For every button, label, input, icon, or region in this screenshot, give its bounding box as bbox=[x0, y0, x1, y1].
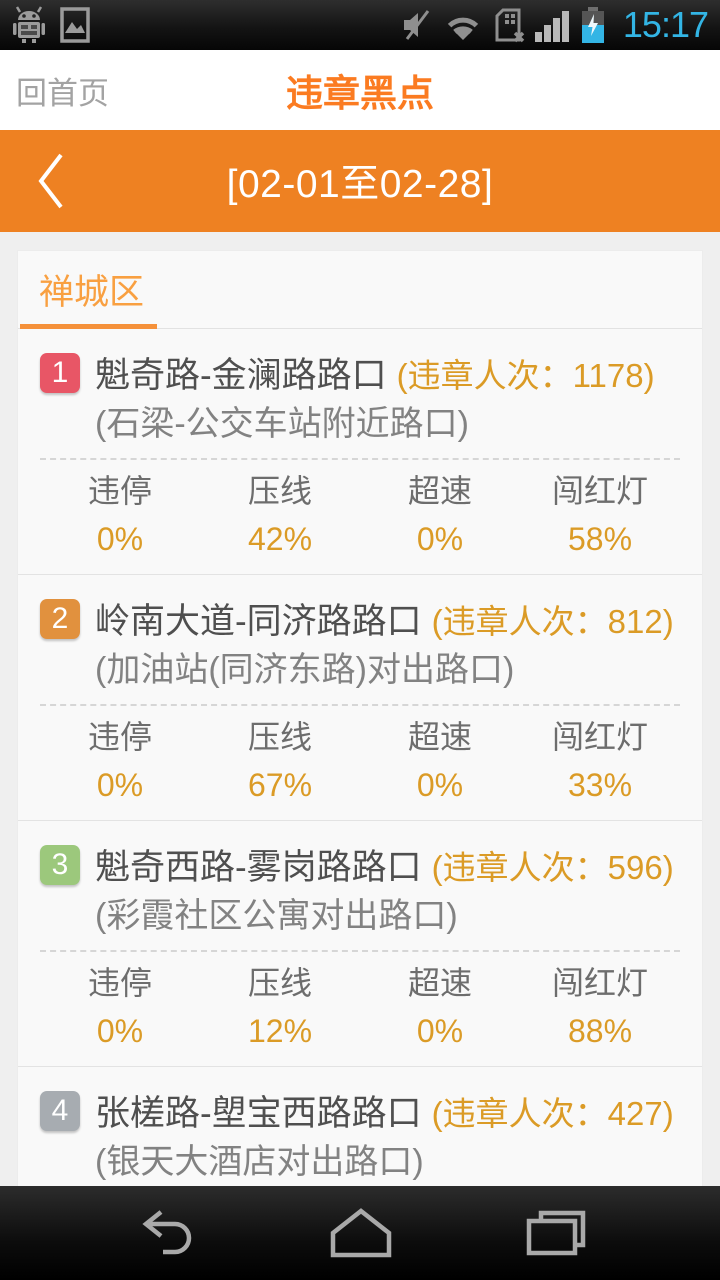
sim-missing-icon bbox=[493, 7, 525, 43]
violation-count: (违章人次：1178) bbox=[396, 356, 655, 394]
android-debug-icon bbox=[12, 6, 46, 44]
rank-badge: 4 bbox=[40, 1090, 80, 1131]
stat-header-row: 违停 压线 超速 闯红灯 bbox=[40, 460, 680, 510]
stat-value: 0% bbox=[416, 767, 464, 803]
dashed-divider bbox=[40, 458, 680, 460]
system-nav-bar bbox=[0, 1186, 720, 1280]
app-header: 回首页 违章黑点 bbox=[0, 50, 720, 130]
recents-icon bbox=[526, 1210, 586, 1256]
back-nav-button[interactable] bbox=[133, 1207, 197, 1259]
clock: 15:17 bbox=[622, 4, 709, 45]
stat-header: 违停 bbox=[87, 965, 152, 1001]
stat-header-row: 违停 压线 超速 闯红灯 bbox=[40, 706, 680, 756]
intersection-name: 魁奇西路-雾岗路路口 bbox=[95, 848, 422, 887]
stat-header: 违停 bbox=[87, 719, 152, 755]
stat-value: 0% bbox=[96, 521, 144, 557]
back-icon bbox=[142, 1210, 192, 1255]
stat-value: 12% bbox=[247, 1013, 313, 1049]
stat-value: 0% bbox=[96, 767, 144, 803]
stat-value: 58% bbox=[567, 521, 633, 557]
violation-item[interactable]: 2 岭南大道-同济路路口 (违章人次：812) (加油站(同济东路)对出路口) … bbox=[18, 575, 702, 821]
stat-value: 33% bbox=[567, 767, 633, 803]
wifi-icon bbox=[443, 9, 483, 41]
stat-header: 超速 bbox=[407, 473, 472, 509]
location-detail: (加油站(同济东路)对出路口) bbox=[95, 651, 515, 689]
violation-item[interactable]: 1 魁奇路-金澜路路口 (违章人次：1178) (石梁-公交车站附近路口) 违停… bbox=[18, 329, 702, 575]
location-detail: (银天大酒店对出路口) bbox=[95, 1143, 424, 1181]
location-detail: (彩霞社区公寓对出路口) bbox=[95, 897, 458, 935]
stat-header: 压线 bbox=[247, 719, 312, 755]
page-title: 违章黑点 bbox=[286, 73, 434, 114]
violation-count: (违章人次：812) bbox=[431, 602, 674, 640]
violation-count: (违章人次：427) bbox=[431, 1094, 674, 1132]
violation-item[interactable]: 3 魁奇西路-雾岗路路口 (违章人次：596) (彩霞社区公寓对出路口) 违停 … bbox=[18, 821, 702, 1067]
content-area: 禅城区 1 魁奇路-金澜路路口 (违章人次：1178) (石梁-公交车站附近路口… bbox=[0, 250, 720, 1275]
rank-badge: 1 bbox=[40, 352, 80, 393]
stat-value: 67% bbox=[247, 767, 313, 803]
stat-value: 0% bbox=[96, 1013, 144, 1049]
stat-value-row: 0% 67% 0% 33% bbox=[40, 756, 680, 820]
location-detail: (石梁-公交车站附近路口) bbox=[95, 405, 469, 443]
stat-value-row: 0% 12% 0% 88% bbox=[40, 1002, 680, 1066]
stat-header: 闯红灯 bbox=[551, 965, 648, 1001]
district-card: 禅城区 1 魁奇路-金澜路路口 (违章人次：1178) (石梁-公交车站附近路口… bbox=[17, 250, 703, 1275]
tab-bar: 禅城区 bbox=[18, 251, 702, 329]
intersection-name: 岭南大道-同济路路口 bbox=[95, 602, 422, 641]
battery-charging-icon bbox=[581, 6, 605, 44]
dashed-divider bbox=[40, 950, 680, 952]
stat-value: 42% bbox=[247, 521, 313, 557]
stat-header: 压线 bbox=[247, 473, 312, 509]
rank-badge: 3 bbox=[40, 844, 80, 885]
stat-header: 闯红灯 bbox=[551, 719, 648, 755]
tab-chancheng[interactable]: 禅城区 bbox=[39, 273, 145, 312]
stat-header: 超速 bbox=[407, 719, 472, 755]
dashed-divider bbox=[40, 704, 680, 706]
home-nav-button[interactable] bbox=[329, 1207, 393, 1259]
screenshot-icon bbox=[60, 7, 90, 43]
violation-count: (违章人次：596) bbox=[431, 848, 674, 886]
stat-header: 压线 bbox=[247, 965, 312, 1001]
stat-header: 违停 bbox=[87, 473, 152, 509]
signal-icon bbox=[534, 8, 571, 42]
status-bar: 15:17 bbox=[0, 0, 720, 50]
chevron-left-icon bbox=[38, 153, 63, 209]
tab-active-underline bbox=[20, 324, 157, 329]
intersection-name: 魁奇路-金澜路路口 bbox=[95, 356, 387, 395]
intersection-name: 张槎路-塱宝西路路口 bbox=[95, 1094, 422, 1133]
mute-icon bbox=[399, 9, 433, 41]
stat-value: 88% bbox=[567, 1013, 633, 1049]
recents-nav-button[interactable] bbox=[525, 1208, 587, 1258]
rank-badge: 2 bbox=[40, 598, 80, 639]
stat-header: 闯红灯 bbox=[551, 473, 648, 509]
back-button[interactable] bbox=[36, 130, 66, 232]
home-page-button[interactable]: 回首页 bbox=[16, 75, 109, 111]
stat-value: 0% bbox=[416, 1013, 464, 1049]
stat-header-row: 违停 压线 超速 闯红灯 bbox=[40, 952, 680, 1002]
home-icon bbox=[330, 1208, 392, 1258]
stat-header: 超速 bbox=[407, 965, 472, 1001]
date-range-bar: [02-01至02-28] bbox=[0, 130, 720, 232]
date-range-label: [02-01至02-28] bbox=[226, 163, 494, 206]
stat-value-row: 0% 42% 0% 58% bbox=[40, 510, 680, 574]
stat-value: 0% bbox=[416, 521, 464, 557]
